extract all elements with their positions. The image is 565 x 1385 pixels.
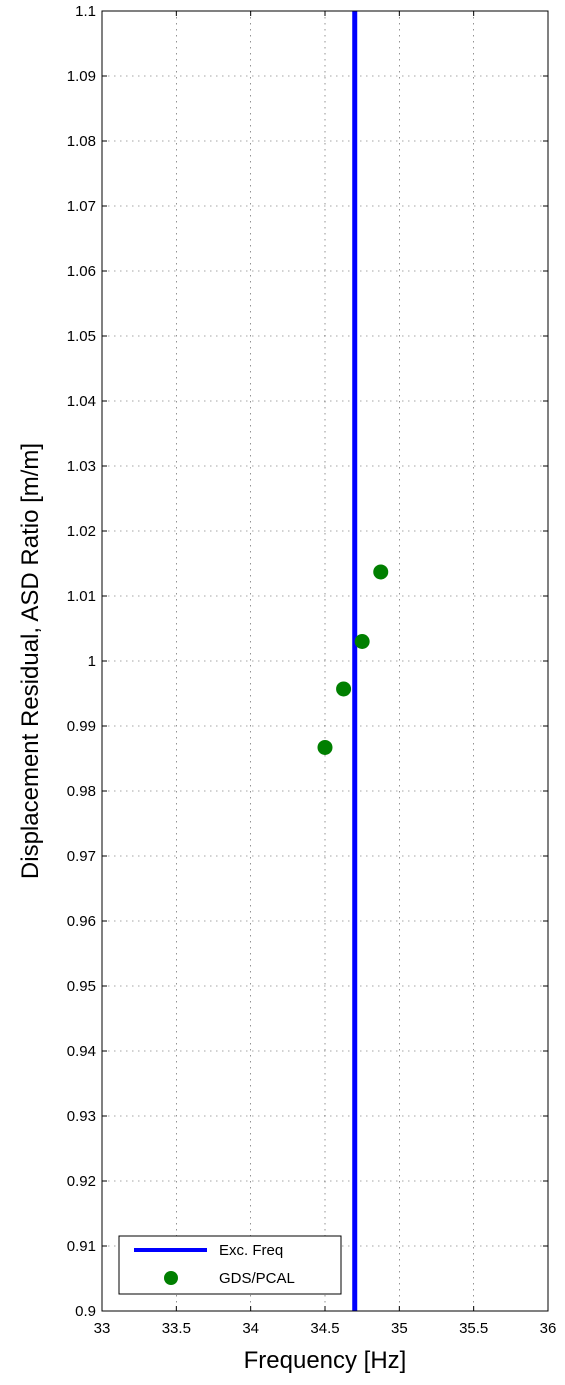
x-tick-label: 34 — [242, 1320, 259, 1337]
y-tick-label: 1.01 — [67, 588, 96, 605]
plot-area: 33 33.5 34 34.5 35 35.5 36 0.9 0.91 0.92 0.93 0.94 0… — [67, 3, 557, 1337]
legend-label: Exc. Freq — [219, 1242, 283, 1259]
x-tick-label: 35 — [391, 1320, 408, 1337]
y-tick-label: 0.93 — [67, 1108, 96, 1125]
y-tick-label: 0.91 — [67, 1238, 96, 1255]
y-tick-label: 1.03 — [67, 458, 96, 475]
grid — [102, 11, 548, 1311]
y-tick-label: 1.09 — [67, 68, 96, 85]
data-point — [336, 681, 352, 697]
y-tick-label: 0.95 — [67, 978, 96, 995]
data-point — [354, 634, 370, 649]
y-tick-label: 0.97 — [67, 848, 96, 865]
y-tick-label: 1.1 — [75, 3, 96, 20]
x-tick-label: 33.5 — [162, 1320, 191, 1337]
axis-ticks: 33 33.5 34 34.5 35 35.5 36 0.9 0.91 0.92 0.93 0.94 0… — [67, 3, 557, 1337]
y-tick-label: 1.04 — [67, 393, 96, 410]
y-tick-label: 0.96 — [67, 913, 96, 930]
legend-label: GDS/PCAL — [219, 1270, 295, 1287]
y-tick-label: 1.07 — [67, 198, 96, 215]
y-tick-label: 0.9 — [75, 1303, 96, 1320]
chart-marks — [317, 11, 389, 1311]
y-tick-label: 1.05 — [67, 328, 96, 345]
y-tick-label: 0.98 — [67, 783, 96, 800]
data-point — [317, 739, 333, 755]
x-tick-label: 34.5 — [310, 1320, 339, 1337]
y-axis-label: Displacement Residual, ASD Ratio [m/m] — [17, 443, 44, 879]
y-tick-label: 1.02 — [67, 523, 96, 540]
x-tick-label: 35.5 — [459, 1320, 488, 1337]
legend-swatch-gds-pcal — [164, 1271, 178, 1285]
y-tick-label: 1.08 — [67, 133, 96, 150]
y-tick-label: 0.99 — [67, 718, 96, 735]
y-tick-label: 1 — [88, 653, 96, 670]
y-tick-label: 0.94 — [67, 1043, 96, 1060]
y-tick-label: 1.06 — [67, 263, 96, 280]
x-tick-label: 36 — [540, 1320, 557, 1337]
legend: Exc. Freq GDS/PCAL — [118, 1235, 342, 1295]
legend-box — [118, 1235, 342, 1295]
x-axis-label: Frequency [Hz] — [244, 1347, 407, 1374]
data-point — [373, 564, 389, 580]
x-tick-label: 33 — [94, 1320, 111, 1337]
y-tick-label: 0.92 — [67, 1173, 96, 1190]
